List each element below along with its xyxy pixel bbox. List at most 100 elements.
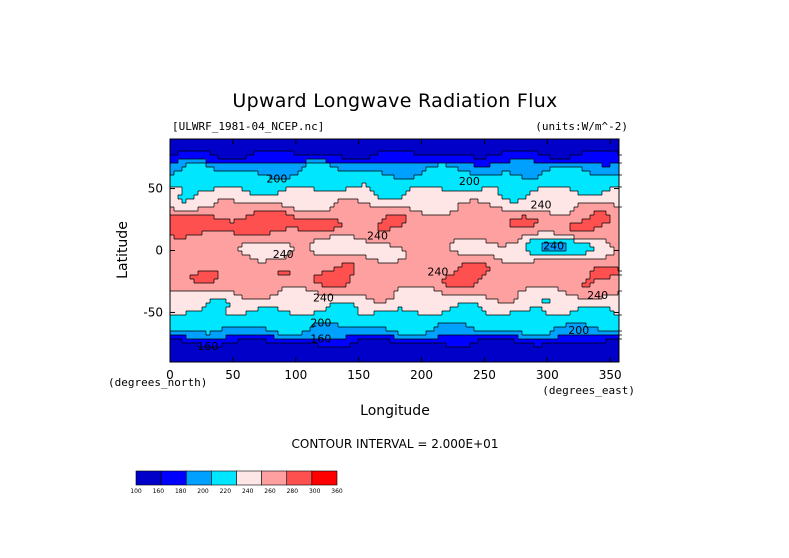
field-cell bbox=[546, 211, 551, 216]
field-cell bbox=[442, 283, 447, 288]
field-cell bbox=[602, 295, 607, 300]
field-cell bbox=[482, 231, 487, 236]
field-cell bbox=[610, 275, 615, 280]
field-cell bbox=[270, 203, 275, 208]
field-cell bbox=[382, 143, 387, 148]
field-cell bbox=[278, 151, 283, 156]
field-cell bbox=[522, 279, 527, 284]
field-cell bbox=[238, 223, 243, 228]
field-cell bbox=[278, 171, 283, 176]
field-cell bbox=[234, 295, 239, 300]
field-cell bbox=[298, 295, 303, 300]
field-cell bbox=[566, 299, 571, 304]
field-cell bbox=[278, 263, 283, 268]
field-cell bbox=[358, 175, 363, 180]
field-cell bbox=[218, 271, 223, 276]
field-cell bbox=[494, 183, 499, 188]
field-cell bbox=[506, 207, 511, 212]
field-cell bbox=[538, 259, 543, 264]
field-cell bbox=[574, 247, 579, 252]
field-cell bbox=[206, 295, 211, 300]
field-cell bbox=[402, 263, 407, 268]
field-cell bbox=[426, 211, 431, 216]
field-cell bbox=[318, 139, 323, 144]
field-cell bbox=[202, 163, 207, 168]
field-cell bbox=[334, 287, 339, 292]
field-cell bbox=[546, 187, 551, 192]
field-cell bbox=[514, 151, 519, 156]
field-cell bbox=[190, 175, 195, 180]
field-cell bbox=[558, 303, 563, 308]
field-cell bbox=[426, 259, 431, 264]
field-cell bbox=[574, 203, 579, 208]
field-cell bbox=[170, 175, 175, 180]
field-cell bbox=[526, 139, 531, 144]
field-cell bbox=[550, 203, 555, 208]
field-cell bbox=[374, 243, 379, 248]
field-cell bbox=[346, 203, 351, 208]
field-cell bbox=[422, 295, 427, 300]
field-cell bbox=[502, 167, 507, 172]
field-cell bbox=[294, 151, 299, 156]
field-cell bbox=[242, 231, 247, 236]
field-cell bbox=[474, 195, 479, 200]
field-cell bbox=[562, 139, 567, 144]
field-cell bbox=[554, 139, 559, 144]
field-cell bbox=[426, 223, 431, 228]
field-cell bbox=[270, 231, 275, 236]
field-cell bbox=[234, 227, 239, 232]
field-cell bbox=[174, 267, 179, 272]
field-cell bbox=[538, 283, 543, 288]
field-cell bbox=[326, 247, 331, 252]
field-cell bbox=[326, 299, 331, 304]
field-cell bbox=[378, 203, 383, 208]
field-cell bbox=[178, 307, 183, 312]
field-cell bbox=[302, 311, 307, 316]
field-cell bbox=[430, 147, 435, 152]
field-cell bbox=[258, 183, 263, 188]
field-cell bbox=[582, 195, 587, 200]
field-cell bbox=[482, 187, 487, 192]
field-cell bbox=[550, 139, 555, 144]
field-cell bbox=[266, 155, 271, 160]
field-cell bbox=[178, 259, 183, 264]
field-cell bbox=[382, 155, 387, 160]
field-cell bbox=[238, 235, 243, 240]
field-cell bbox=[526, 219, 531, 224]
field-cell bbox=[610, 219, 615, 224]
field-cell bbox=[382, 139, 387, 144]
field-cell bbox=[314, 151, 319, 156]
field-cell bbox=[386, 147, 391, 152]
field-cell bbox=[298, 283, 303, 288]
field-cell bbox=[518, 183, 523, 188]
field-cell bbox=[302, 163, 307, 168]
field-cell bbox=[446, 235, 451, 240]
field-cell bbox=[558, 163, 563, 168]
field-cell bbox=[482, 247, 487, 252]
field-cell bbox=[222, 203, 227, 208]
field-cell bbox=[358, 259, 363, 264]
field-cell bbox=[218, 303, 223, 308]
field-cell bbox=[418, 179, 423, 184]
field-cell bbox=[522, 151, 527, 156]
field-cell bbox=[478, 175, 483, 180]
field-cell bbox=[238, 231, 243, 236]
field-cell bbox=[398, 215, 403, 220]
field-cell bbox=[570, 295, 575, 300]
field-cell bbox=[530, 143, 535, 148]
field-cell bbox=[546, 199, 551, 204]
field-cell bbox=[578, 195, 583, 200]
field-cell bbox=[542, 215, 547, 220]
field-cell bbox=[226, 211, 231, 216]
field-cell bbox=[434, 279, 439, 284]
field-cell bbox=[342, 215, 347, 220]
field-cell bbox=[514, 307, 519, 312]
field-cell bbox=[490, 143, 495, 148]
field-cell bbox=[566, 243, 571, 248]
field-cell bbox=[190, 247, 195, 252]
field-cell bbox=[450, 203, 455, 208]
field-cell bbox=[394, 167, 399, 172]
field-cell bbox=[190, 275, 195, 280]
field-cell bbox=[430, 251, 435, 256]
field-cell bbox=[394, 275, 399, 280]
